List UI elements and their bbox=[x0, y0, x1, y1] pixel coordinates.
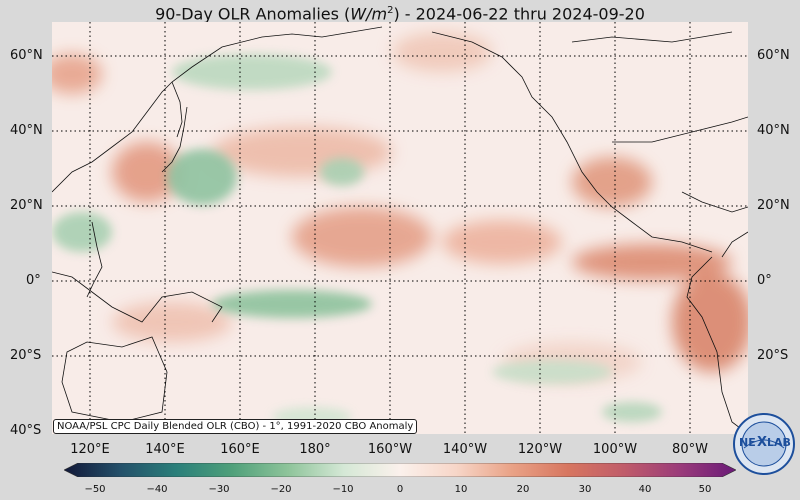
lon-label-160e: 160°E bbox=[220, 442, 260, 457]
logo-x-glyph: X bbox=[757, 435, 767, 450]
lat-label-left-40n: 40°N bbox=[10, 123, 43, 138]
lat-label-left-40s: 40°S bbox=[10, 423, 42, 438]
lat-label-right-0: 0° bbox=[757, 273, 772, 288]
colorbar-tick: −50 bbox=[84, 484, 106, 495]
lat-label-right-20s: 20°S bbox=[757, 348, 789, 363]
lon-label-80w: 80°W bbox=[672, 442, 708, 457]
title-suffix: ) - 2024-06-22 thru 2024-09-20 bbox=[393, 4, 645, 24]
colorbar-tick: 10 bbox=[454, 484, 468, 495]
lat-label-left-0: 0° bbox=[26, 273, 41, 288]
colorbar bbox=[63, 462, 737, 478]
data-source-note: NOAA/PSL CPC Daily Blended OLR (CBO) - 1… bbox=[53, 419, 418, 434]
lat-label-right-60n: 60°N bbox=[757, 48, 790, 63]
nexlab-logo: NE X LAB bbox=[732, 412, 796, 476]
colorbar-tick: −40 bbox=[146, 484, 168, 495]
lon-label-140w: 140°W bbox=[442, 442, 488, 457]
colorbar-tick: 50 bbox=[698, 484, 712, 495]
title-unit-exponent: 2 bbox=[387, 5, 394, 16]
lon-label-180: 180° bbox=[299, 442, 331, 457]
colorbar-tick: 30 bbox=[578, 484, 592, 495]
lat-label-left-20n: 20°N bbox=[10, 198, 43, 213]
colorbar-tick: −30 bbox=[208, 484, 230, 495]
lat-label-left-20s: 20°S bbox=[10, 348, 42, 363]
lat-label-left-60n: 60°N bbox=[10, 48, 43, 63]
colorbar-tick: 20 bbox=[516, 484, 530, 495]
title-unit: W/m bbox=[350, 4, 388, 24]
logo-text-right: LAB bbox=[767, 436, 791, 449]
lat-label-right-20n: 20°N bbox=[757, 198, 790, 213]
colorbar-tick: 0 bbox=[396, 484, 404, 495]
title-prefix: 90-Day OLR Anomalies ( bbox=[155, 4, 351, 24]
lon-label-160w: 160°W bbox=[367, 442, 413, 457]
olr-anomaly-map bbox=[52, 22, 748, 434]
map-title: 90-Day OLR Anomalies (W/m2) - 2024-06-22… bbox=[0, 0, 800, 24]
colorbar-tick: −10 bbox=[332, 484, 354, 495]
colorbar-tick: −20 bbox=[270, 484, 292, 495]
logo-text-left: NE bbox=[739, 436, 756, 449]
lon-label-100w: 100°W bbox=[592, 442, 638, 457]
lon-label-140e: 140°E bbox=[145, 442, 185, 457]
colorbar-tick: 40 bbox=[638, 484, 652, 495]
lat-label-right-40n: 40°N bbox=[757, 123, 790, 138]
lon-label-120w: 120°W bbox=[517, 442, 563, 457]
lon-label-120e: 120°E bbox=[70, 442, 110, 457]
